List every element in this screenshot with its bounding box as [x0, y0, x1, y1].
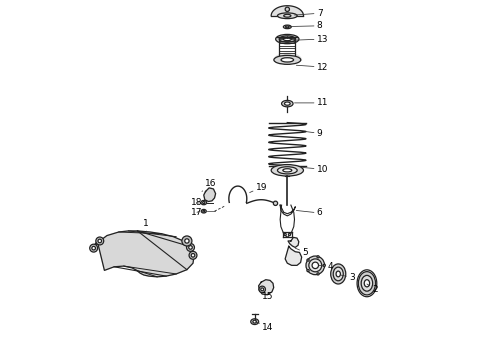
Text: 15: 15 [259, 289, 274, 301]
Ellipse shape [203, 202, 205, 204]
Ellipse shape [189, 246, 192, 249]
Ellipse shape [307, 270, 309, 272]
Ellipse shape [253, 320, 256, 323]
Text: 10: 10 [302, 165, 328, 174]
Ellipse shape [283, 37, 291, 41]
Ellipse shape [285, 102, 290, 105]
Ellipse shape [307, 259, 309, 261]
Ellipse shape [309, 259, 322, 272]
Ellipse shape [251, 319, 259, 324]
Text: 2: 2 [367, 284, 378, 294]
Ellipse shape [274, 55, 301, 64]
Ellipse shape [90, 244, 98, 252]
Polygon shape [204, 188, 216, 202]
Text: 11: 11 [294, 98, 328, 107]
Polygon shape [259, 280, 274, 295]
Text: 1: 1 [143, 219, 148, 232]
Ellipse shape [284, 233, 286, 235]
Ellipse shape [317, 256, 319, 258]
Text: 17: 17 [191, 208, 203, 217]
Text: 14: 14 [256, 321, 273, 332]
Ellipse shape [98, 239, 101, 243]
Ellipse shape [182, 236, 192, 246]
Ellipse shape [317, 273, 319, 275]
Text: 12: 12 [296, 63, 328, 72]
Ellipse shape [364, 280, 369, 287]
Text: 7: 7 [294, 9, 322, 18]
Ellipse shape [336, 271, 341, 277]
Ellipse shape [333, 267, 343, 281]
Ellipse shape [323, 264, 325, 266]
Ellipse shape [283, 25, 291, 29]
Text: 4: 4 [319, 262, 333, 271]
Polygon shape [93, 231, 194, 277]
Text: 19: 19 [250, 183, 267, 193]
Ellipse shape [281, 58, 294, 62]
Ellipse shape [306, 256, 324, 275]
Ellipse shape [276, 35, 299, 44]
Ellipse shape [201, 210, 206, 213]
Text: 5: 5 [295, 248, 308, 257]
Text: 13: 13 [295, 35, 328, 44]
Ellipse shape [282, 100, 293, 107]
Text: 3: 3 [341, 273, 355, 282]
Ellipse shape [331, 264, 346, 284]
Text: 16: 16 [202, 179, 217, 192]
Ellipse shape [277, 13, 297, 19]
Ellipse shape [92, 246, 96, 250]
Ellipse shape [203, 210, 205, 212]
Text: 8: 8 [290, 21, 322, 30]
Ellipse shape [189, 251, 197, 259]
Ellipse shape [191, 253, 195, 257]
Ellipse shape [185, 239, 189, 243]
Text: 18: 18 [191, 198, 203, 207]
Text: 9: 9 [306, 129, 322, 138]
Ellipse shape [96, 237, 104, 245]
Ellipse shape [187, 243, 195, 251]
Ellipse shape [285, 7, 290, 12]
Ellipse shape [271, 165, 303, 176]
Ellipse shape [277, 167, 297, 174]
Ellipse shape [312, 262, 318, 269]
Ellipse shape [361, 275, 373, 291]
Ellipse shape [201, 201, 207, 205]
Ellipse shape [283, 169, 292, 172]
Ellipse shape [358, 272, 375, 295]
Ellipse shape [289, 233, 291, 235]
Ellipse shape [261, 288, 264, 291]
Polygon shape [288, 237, 299, 247]
Ellipse shape [273, 201, 278, 206]
Text: 6: 6 [296, 208, 322, 217]
Ellipse shape [259, 286, 266, 293]
Polygon shape [285, 246, 302, 265]
Ellipse shape [279, 36, 295, 42]
